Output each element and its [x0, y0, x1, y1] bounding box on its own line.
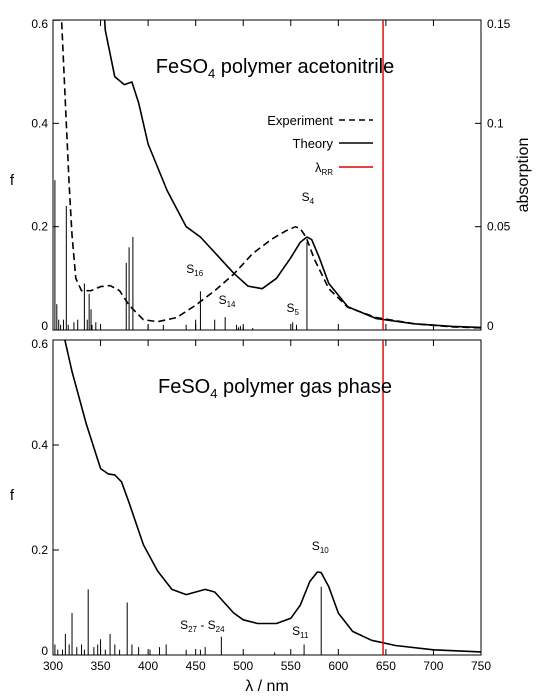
bottom-title-post: polymer gas phase	[217, 376, 392, 398]
bottom-title-sub: 4	[210, 386, 217, 401]
top-title-pre: FeSO	[156, 56, 208, 78]
top-plot-frame	[52, 19, 482, 331]
xtick-label-6: 600	[328, 659, 348, 673]
annotation-2: S11	[292, 624, 309, 640]
xtick-label-1: 350	[91, 659, 111, 673]
annotation-2: S14	[219, 293, 236, 309]
series-theory	[64, 340, 481, 653]
top-y2-axis-label: absorption	[515, 138, 532, 213]
annotation-0: S10	[312, 539, 329, 555]
xtick-label-3: 450	[186, 659, 206, 673]
xtick-label-7: 650	[376, 659, 396, 673]
bottom-plot-frame	[52, 339, 482, 656]
y2tick-label-2: 0.1	[487, 116, 504, 130]
bottom-stick-spectrum	[53, 539, 322, 655]
ytick-label-3: 0.6	[31, 337, 48, 351]
bottom-chart-title: FeSO4 polymer gas phase	[158, 376, 392, 401]
x-axis-label: λ / nm	[245, 678, 289, 695]
xtick-label-2: 400	[138, 659, 158, 673]
bottom-title-pre: FeSO	[158, 376, 210, 398]
legend: Experiment Theory λRR	[267, 113, 373, 177]
top-panel-chart: 0 0.2 0.4 0.6 0 0.05 0.1 0.15 S4 S16 S14 S5 FeSO4…	[10, 17, 532, 333]
ytick-label-0: 0	[41, 319, 48, 333]
y2tick-label-3: 0.15	[487, 17, 511, 31]
top-y2-ticks: 0 0.05 0.1 0.15	[475, 17, 511, 333]
legend-label-lambda-rr: λRR	[315, 160, 333, 177]
series-experiment	[53, 20, 481, 329]
bottom-panel-chart: 0 0.2 0.4 0.6 300 350 400 450 500 550 600 650 700 75…	[10, 337, 491, 695]
legend-label-theory: Theory	[293, 136, 334, 151]
top-stick-spectrum	[54, 180, 308, 330]
xtick-label-5: 550	[281, 659, 301, 673]
top-x-ticks	[52, 20, 482, 330]
bottom-curves	[64, 340, 481, 653]
ytick-label-2: 0.4	[31, 438, 48, 452]
xtick-label-0: 300	[43, 659, 63, 673]
top-chart-title: FeSO4 polymer acetonitrile	[156, 56, 394, 81]
ytick-label-1: 0.2	[31, 220, 48, 234]
top-title-post: polymer acetonitrile	[215, 56, 394, 78]
annotation-1: S27 - S24	[180, 618, 225, 634]
xtick-label-8: 700	[423, 659, 443, 673]
ytick-label-3: 0.6	[31, 17, 48, 31]
top-curves	[53, 20, 481, 329]
bottom-x-ticks: 300 350 400 450 500 550 600 650 700 750	[43, 340, 491, 673]
annotation-0: S4	[302, 190, 315, 206]
y2tick-label-1: 0.05	[487, 220, 511, 234]
bottom-y-axis-label: f	[10, 487, 15, 504]
top-y-axis-label: f	[10, 172, 15, 189]
xtick-label-4: 500	[233, 659, 253, 673]
bottom-y-ticks: 0 0.2 0.4 0.6	[31, 337, 59, 658]
legend-label-experiment: Experiment	[267, 113, 333, 128]
annotation-1: S16	[186, 262, 203, 278]
ytick-label-1: 0.2	[31, 543, 48, 557]
y2tick-label-0: 0	[487, 319, 494, 333]
top-y-ticks: 0 0.2 0.4 0.6	[31, 17, 59, 333]
ytick-label-2: 0.4	[31, 116, 48, 130]
series-theory	[103, 20, 481, 329]
top-title-sub: 4	[208, 66, 215, 81]
xtick-label-9: 750	[471, 659, 491, 673]
ytick-label-0: 0	[41, 644, 48, 658]
annotation-3: S5	[286, 301, 299, 317]
top-annotations: S4 S16 S14 S5	[186, 190, 314, 317]
bottom-annotations: S10 S27 - S24 S11	[180, 539, 329, 640]
